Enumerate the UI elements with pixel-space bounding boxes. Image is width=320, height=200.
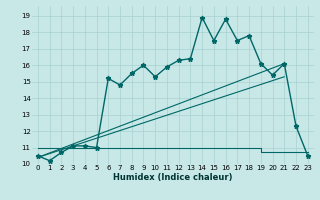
X-axis label: Humidex (Indice chaleur): Humidex (Indice chaleur) <box>113 173 233 182</box>
